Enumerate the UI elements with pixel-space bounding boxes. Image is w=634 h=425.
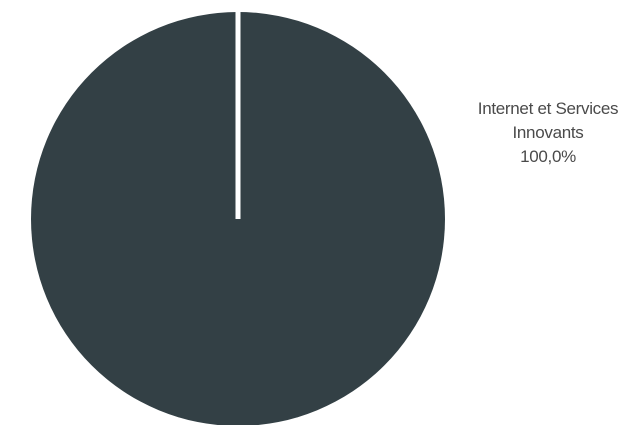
pie-labels: Internet et Services Innovants 100,0% <box>478 99 619 166</box>
slice-name-label: Internet et Services <box>478 99 618 118</box>
slice-name-label: Innovants <box>512 123 583 142</box>
pie-slices <box>31 10 445 425</box>
slice-label: Internet et Services Innovants 100,0% <box>478 99 618 166</box>
slice-value-label: 100,0% <box>520 147 576 166</box>
